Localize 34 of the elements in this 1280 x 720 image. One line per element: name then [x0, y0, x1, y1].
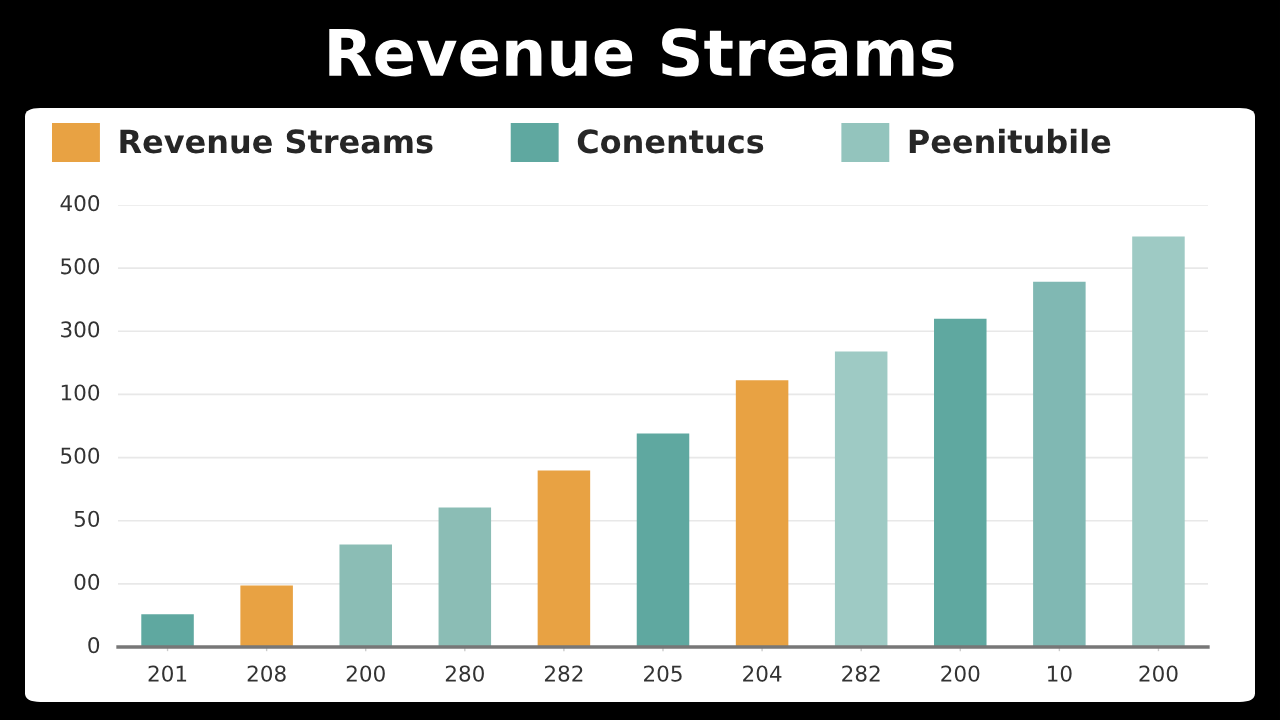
- x-tick-label: 208: [247, 665, 286, 682]
- bar: [438, 507, 492, 647]
- x-tick-label: 282: [842, 665, 880, 682]
- x-tick-label: 200: [346, 665, 385, 682]
- bar: [240, 585, 293, 647]
- text: 500: [61, 447, 100, 464]
- text: 50: [74, 510, 100, 527]
- bar: [1132, 236, 1185, 647]
- x-tick-label: 204: [743, 665, 782, 682]
- x-tick-label: 282: [544, 665, 583, 682]
- bar: [934, 318, 987, 647]
- legend-label: Conentucs: [577, 129, 764, 154]
- text: 500: [61, 258, 100, 275]
- text: 00: [74, 573, 100, 591]
- bar: [141, 614, 194, 647]
- bar: [1033, 281, 1086, 647]
- legend-label: Revenue Streams: [120, 129, 433, 154]
- x-tick-label: 201: [148, 665, 187, 682]
- bar: [735, 380, 789, 647]
- x-tick-label: 205: [644, 665, 682, 682]
- x-tick-label: 280: [445, 665, 484, 682]
- x-tick-label: 10: [1048, 665, 1072, 682]
- bar: [834, 351, 888, 647]
- chart-title: Revenue Streams: [329, 28, 954, 77]
- text: 400: [60, 194, 100, 212]
- bar: [339, 544, 392, 647]
- bar: [636, 433, 690, 647]
- legend-label: Peenitubile: [909, 128, 1111, 154]
- x-tick-label: 200: [1139, 665, 1178, 682]
- x-tick-label: 200: [941, 665, 980, 682]
- text: 0: [88, 636, 100, 654]
- text: 100: [61, 384, 100, 401]
- bar: [537, 470, 591, 647]
- text: 300: [61, 321, 100, 338]
